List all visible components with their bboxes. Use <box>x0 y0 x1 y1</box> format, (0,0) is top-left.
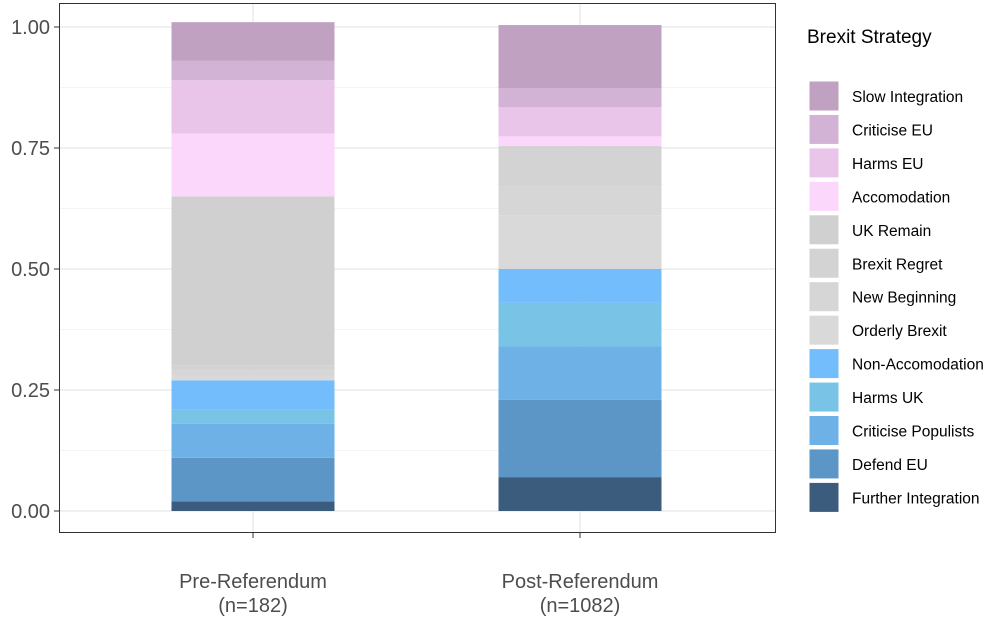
legend-key <box>808 247 840 279</box>
y-tick-label: 0.25 <box>11 380 50 402</box>
legend-item: Accomodation <box>808 180 950 212</box>
plot-border <box>59 3 776 533</box>
bar-segment <box>171 423 335 458</box>
bar-segment <box>171 365 335 371</box>
bar-segment <box>498 269 662 303</box>
bar-segment <box>171 457 335 502</box>
bar-segment <box>498 148 662 187</box>
legend-key <box>808 80 840 112</box>
bar-segment <box>498 146 662 148</box>
legend-item: Harms UK <box>808 381 924 413</box>
legend-item: Harms EU <box>808 147 923 179</box>
legend-label: Harms UK <box>852 390 924 407</box>
bar-segment <box>171 133 335 197</box>
bar-segment <box>171 60 335 81</box>
legend-label: Defend EU <box>852 457 928 474</box>
bar-segment <box>171 380 335 410</box>
x-tick-label: Pre-Referendum <box>179 571 327 593</box>
legend-key <box>808 481 840 513</box>
legend-label: Criticise Populists <box>852 424 975 441</box>
legend-key <box>808 348 840 380</box>
bar-segment <box>498 399 662 478</box>
plot-background <box>59 3 776 533</box>
bar-segment <box>171 370 335 376</box>
bar-segment <box>498 215 662 269</box>
legend-label: Further Integration <box>852 490 980 507</box>
y-tick-label: 0.50 <box>11 259 50 281</box>
y-tick-label: 1.00 <box>11 17 50 39</box>
legend-label: Non-Accomodation <box>852 357 984 374</box>
legend-key <box>808 415 840 446</box>
legend-key <box>808 180 840 212</box>
legend-key <box>808 113 840 145</box>
x-tick-sublabel: (n=182) <box>218 595 288 617</box>
legend-item: Orderly Brexit <box>808 314 947 346</box>
legend-key <box>808 281 840 313</box>
y-tick-label: 0.00 <box>11 501 50 523</box>
legend-item: UK Remain <box>808 214 931 246</box>
bar-segment <box>171 375 335 381</box>
x-axis: Pre-Referendum(n=182) Post-Referendum(n=1… <box>179 533 658 617</box>
bar-segment <box>171 22 335 61</box>
y-axis: 0.00 0.25 0.50 0.75 1.00 <box>11 17 59 523</box>
legend-label: New Beginning <box>852 290 956 307</box>
bar-segment <box>171 409 335 424</box>
x-tick-label: Post-Referendum <box>502 571 659 593</box>
legend-item: Non-Accomodation <box>808 348 984 380</box>
legend-label: Criticise EU <box>852 122 933 139</box>
legend-key <box>808 448 840 480</box>
legend-key <box>808 147 840 179</box>
y-tick-label: 0.75 <box>11 138 50 160</box>
legend-label: Brexit Regret <box>852 256 943 273</box>
legend-item: Defend EU <box>808 448 928 480</box>
legend-item: Criticise Populists <box>808 415 975 446</box>
bar-stack <box>171 22 335 511</box>
legend-label: Harms EU <box>852 156 923 173</box>
legend-label: Orderly Brexit <box>852 323 947 340</box>
bar-segment <box>171 196 335 366</box>
bar-segment <box>498 302 662 347</box>
bar-segment <box>171 80 335 134</box>
x-tick-sublabel: (n=1082) <box>540 595 621 617</box>
plot-panel <box>59 3 776 533</box>
legend-key <box>808 314 840 346</box>
legend-key <box>808 214 840 246</box>
legend-item: Criticise EU <box>808 113 933 145</box>
legend-label: Slow Integration <box>852 89 963 106</box>
bar-segment <box>498 25 662 88</box>
legend-item: Further Integration <box>808 481 980 513</box>
bar-segment <box>498 136 662 147</box>
legend-label: UK Remain <box>852 223 931 240</box>
bars <box>171 22 662 511</box>
legend-title: Brexit Strategy <box>807 27 932 48</box>
bar-segment <box>498 346 662 400</box>
legend-item: Slow Integration <box>808 80 963 112</box>
bar-segment <box>498 107 662 137</box>
bar-segment <box>171 501 335 511</box>
legend-label: Accomodation <box>852 189 950 206</box>
bar-segment <box>498 186 662 216</box>
bar-segment <box>498 477 662 511</box>
legend-key <box>808 381 840 413</box>
bar-segment <box>498 87 662 108</box>
legend-item: New Beginning <box>808 281 956 313</box>
legend: Brexit Strategy Slow Integration Criticise… <box>807 27 984 513</box>
legend-item: Brexit Regret <box>808 247 943 279</box>
bar-stack <box>498 25 662 511</box>
